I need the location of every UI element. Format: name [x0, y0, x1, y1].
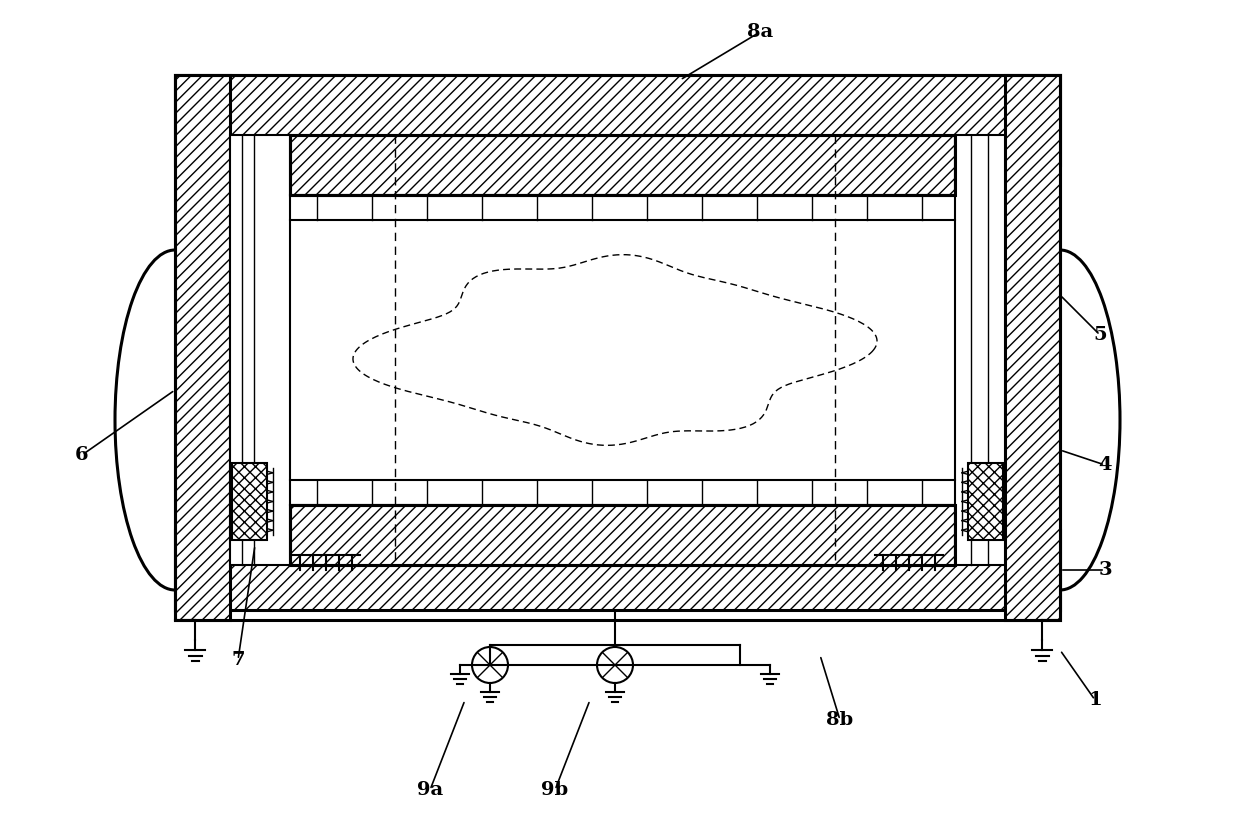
Bar: [175, 75, 1060, 165]
Bar: [955, 135, 1004, 565]
Bar: [290, 505, 955, 565]
Text: 4: 4: [1099, 456, 1112, 474]
Bar: [968, 463, 1003, 540]
Text: 8a: 8a: [746, 23, 773, 41]
Text: 7: 7: [231, 651, 244, 669]
Text: 5: 5: [1094, 326, 1107, 344]
Text: 1: 1: [1089, 691, 1102, 709]
Bar: [175, 75, 229, 620]
Text: 9b: 9b: [542, 781, 569, 799]
Text: 6: 6: [76, 446, 89, 464]
Text: 9a: 9a: [417, 781, 443, 799]
Bar: [175, 75, 1060, 620]
Text: 8b: 8b: [826, 711, 853, 729]
Bar: [290, 135, 955, 195]
Bar: [175, 530, 1060, 610]
Bar: [232, 463, 267, 540]
Bar: [229, 135, 290, 565]
Text: 3: 3: [1099, 561, 1112, 579]
Bar: [290, 135, 955, 195]
Bar: [290, 505, 955, 565]
Bar: [290, 195, 955, 505]
Bar: [1004, 75, 1060, 620]
Bar: [229, 165, 1004, 530]
